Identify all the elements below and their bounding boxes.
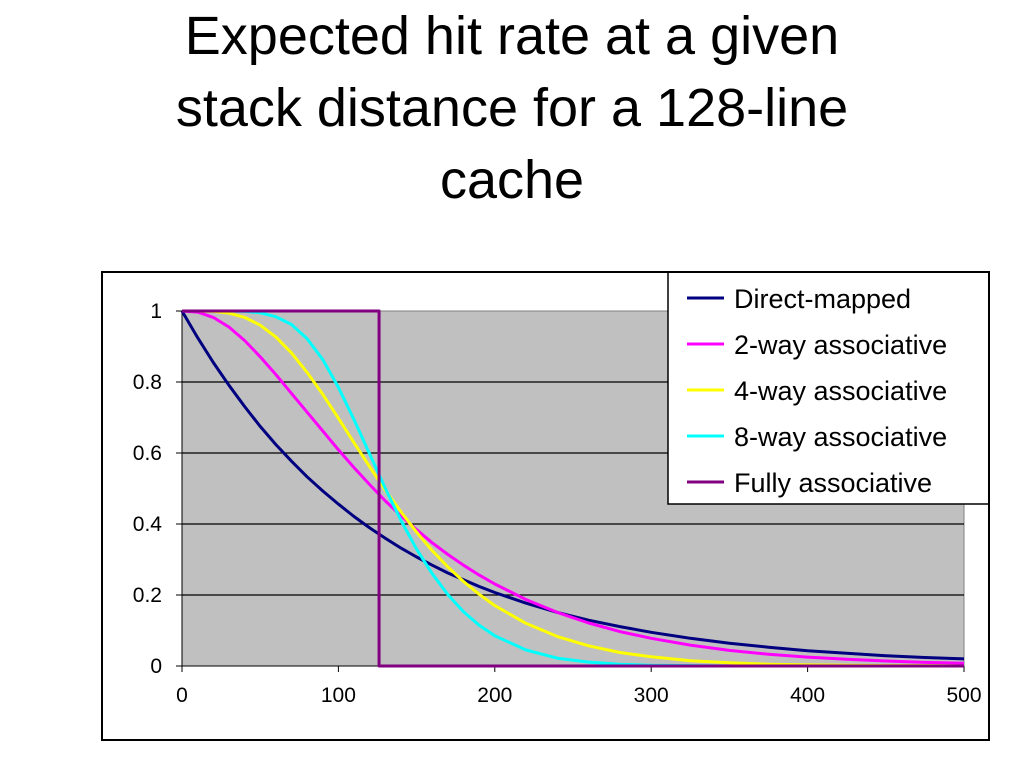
legend-label-2: 2-way associative bbox=[734, 330, 947, 360]
x-tick-label-3: 300 bbox=[634, 684, 669, 707]
y-tick-label-4: 0.8 bbox=[133, 371, 162, 394]
x-tick-label-5: 500 bbox=[946, 684, 981, 707]
y-tick-label-2: 0.4 bbox=[133, 513, 163, 536]
y-tick-label-3: 0.6 bbox=[133, 442, 162, 465]
legend-label-4: 8-way associative bbox=[734, 422, 947, 452]
legend-label-5: Fully associative bbox=[734, 468, 932, 498]
slide-title-line-3: cache bbox=[439, 150, 585, 210]
x-tick-label-0: 0 bbox=[176, 684, 188, 707]
x-tick-label-2: 200 bbox=[477, 684, 512, 707]
series-line-5 bbox=[182, 309, 964, 668]
y-tick-label-0: 0 bbox=[150, 655, 162, 678]
y-tick-label-5: 1 bbox=[150, 300, 162, 323]
slide-title-line-2: stack distance for a 128-line bbox=[175, 78, 849, 138]
legend-label-1: Direct-mapped bbox=[734, 284, 911, 314]
slide-title-line-1: Expected hit rate at a given bbox=[184, 6, 840, 66]
chart-frame: 0 0.2 0.4 0.6 0.8 1 0 100 200 300 400 500 Direct-map… bbox=[101, 271, 990, 741]
y-tick-label-1: 0.2 bbox=[133, 584, 162, 607]
line-chart: 0 0.2 0.4 0.6 0.8 1 0 100 200 300 400 500 Direct-map… bbox=[133, 273, 988, 707]
series-line-3 bbox=[182, 309, 965, 668]
series-line-2 bbox=[181, 309, 965, 665]
x-tick-label-4: 400 bbox=[790, 684, 825, 707]
legend-label-3: 4-way associative bbox=[734, 376, 947, 406]
slide-title: Expected hit rate at a given stack dista… bbox=[60, 0, 964, 216]
legend-box bbox=[667, 273, 988, 505]
series-line-1 bbox=[180, 310, 965, 661]
x-tick-label-1: 100 bbox=[321, 684, 356, 707]
